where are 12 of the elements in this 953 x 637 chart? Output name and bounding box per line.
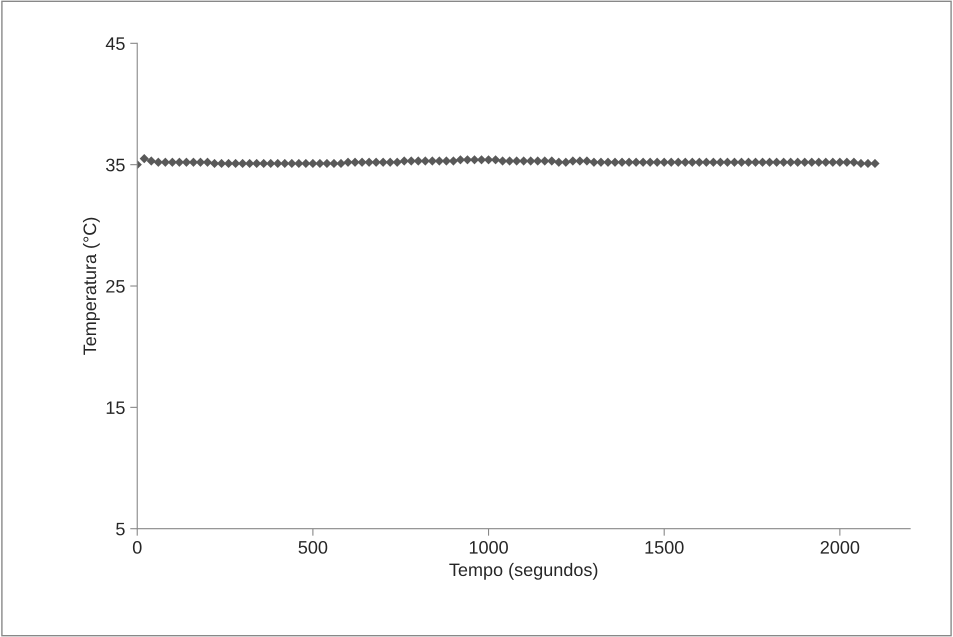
y-tick-label: 25 (106, 280, 125, 293)
y-tick-label: 45 (106, 37, 125, 50)
x-axis-title: Tempo (segundos) (449, 562, 598, 580)
x-tick-label: 0 (132, 540, 142, 554)
x-tick-label: 1500 (645, 540, 684, 554)
x-tick-label: 500 (298, 540, 328, 554)
y-tick-label: 5 (116, 522, 125, 536)
y-axis-title: Temperatura (°C) (82, 218, 100, 355)
y-tick-label: 15 (106, 401, 125, 414)
x-tick-label: 2000 (820, 540, 860, 554)
y-tick-label: 35 (106, 158, 125, 172)
x-tick-label: 1000 (470, 540, 508, 554)
